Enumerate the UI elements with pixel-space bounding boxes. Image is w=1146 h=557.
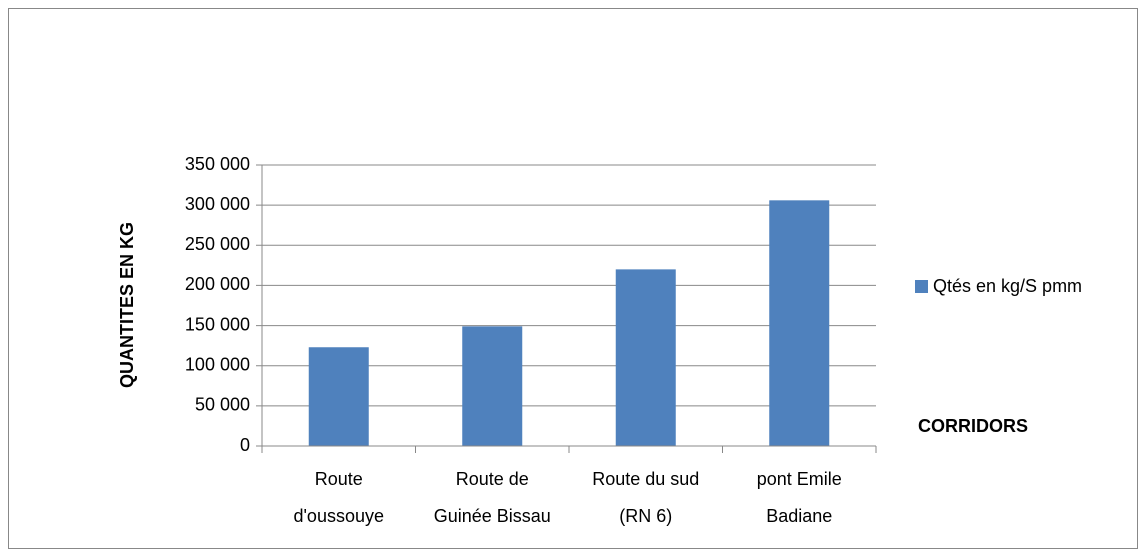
legend-label: Qtés en kg/S pmm [933, 276, 1082, 296]
bar [769, 200, 830, 446]
x-tick-label-line: (RN 6) [619, 506, 672, 526]
x-tick-label: pont Emile Badiane [757, 469, 842, 526]
x-tick-label-line: Route de [456, 469, 529, 489]
bar [308, 347, 369, 446]
chart-border [8, 8, 1138, 549]
x-tick-label: Route du sud (RN 6) [592, 469, 699, 526]
x-tick-label-line: Guinée Bissau [434, 506, 551, 526]
x-tick-label-line: Route [315, 469, 363, 489]
x-tick-label: Route de Guinée Bissau [434, 469, 551, 526]
x-axis-title: CORRIDORS [918, 416, 1028, 436]
bar [462, 326, 523, 446]
y-tick-label: 200 000 [185, 274, 250, 294]
x-tick-label-line: Route du sud [592, 469, 699, 489]
y-tick-label: 350 000 [185, 154, 250, 174]
bar [615, 269, 676, 446]
legend-swatch [915, 280, 928, 293]
x-tick-label-line: d'oussouye [293, 506, 384, 526]
x-tick-label-line: Badiane [766, 506, 832, 526]
y-tick-label: 150 000 [185, 314, 250, 334]
y-tick-label: 250 000 [185, 234, 250, 254]
y-axis-title: QUANTITES EN KG [117, 222, 137, 388]
y-tick-label: 0 [240, 435, 250, 455]
y-tick-label: 100 000 [185, 354, 250, 374]
x-tick-label-line: pont Emile [757, 469, 842, 489]
y-tick-label: 50 000 [195, 395, 250, 415]
x-tick-label: Route d'oussouye [293, 469, 384, 526]
y-tick-label: 300 000 [185, 194, 250, 214]
